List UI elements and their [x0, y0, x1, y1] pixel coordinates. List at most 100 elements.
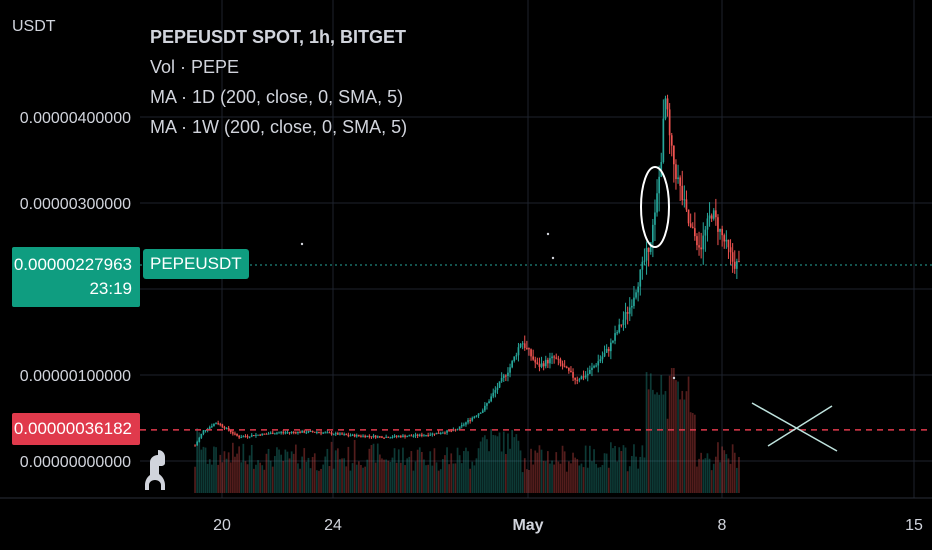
volume-bar — [721, 446, 723, 493]
volume-bar — [416, 449, 419, 493]
volume-bar — [456, 447, 459, 493]
volume-bar — [227, 452, 230, 493]
candle-body — [675, 164, 677, 180]
legend-ma-1d[interactable]: MA · 1D (200, close, 0, SMA, 5) — [150, 87, 404, 107]
candle-body — [641, 261, 644, 270]
candle-body — [253, 435, 255, 437]
volume-bar — [330, 441, 333, 493]
volume-bar — [423, 459, 425, 493]
candle-body — [647, 247, 650, 252]
volume-bar — [414, 461, 417, 493]
candle-body — [381, 436, 383, 438]
candle-body — [282, 432, 285, 434]
candle-body — [244, 436, 247, 438]
candle-body — [469, 420, 471, 422]
volume-bar — [400, 462, 402, 493]
scatter-dots — [300, 232, 676, 380]
volume-bar — [710, 470, 713, 493]
candle-body — [418, 434, 421, 436]
candle-body — [628, 307, 631, 314]
candle-body — [301, 431, 303, 433]
volume-bar — [229, 462, 232, 493]
candle-body — [221, 424, 224, 427]
candle-body — [698, 245, 700, 248]
candle-body — [733, 261, 736, 269]
candle-body — [521, 343, 524, 345]
candle-body — [286, 432, 289, 434]
volume-bar — [240, 462, 243, 493]
volume-bar — [488, 451, 490, 493]
candle-body — [723, 235, 726, 242]
legend-ma-1w[interactable]: MA · 1W (200, close, 0, SMA, 5) — [150, 117, 408, 137]
candle-body — [389, 437, 392, 439]
volume-bar — [421, 451, 423, 493]
candle-body — [561, 363, 564, 367]
y-tick-label: 0.00000000000 — [20, 454, 131, 471]
candle-body — [295, 432, 297, 434]
legend-volume[interactable]: Vol · PEPE — [150, 57, 240, 77]
candle-body — [351, 434, 354, 436]
volume-bar — [406, 458, 408, 493]
candle-body — [633, 297, 635, 306]
candle-body — [236, 433, 238, 436]
volume-bar — [597, 467, 600, 493]
candle-body — [414, 434, 417, 436]
candle-body — [246, 436, 249, 438]
volume-bar — [274, 456, 276, 493]
y-tick-label: 0.00000100000 — [20, 368, 131, 385]
candle-body — [511, 361, 513, 368]
x-tick-label: 8 — [718, 517, 727, 534]
candle-body — [681, 185, 684, 201]
candle-body — [622, 319, 625, 325]
volume-bar — [513, 437, 516, 493]
volume-bar — [559, 463, 562, 493]
volume-bar — [324, 456, 327, 493]
volume-bar — [194, 466, 196, 493]
candle-body — [689, 223, 692, 227]
volume-bar — [248, 455, 251, 493]
grid — [0, 0, 932, 499]
volume-bar — [532, 464, 534, 493]
cross-line-2[interactable] — [767, 405, 833, 447]
legend-title[interactable]: PEPEUSDT SPOT, 1h, BITGET — [150, 27, 407, 47]
volume-bar — [316, 470, 318, 493]
volume-bar — [496, 436, 499, 493]
candle-body — [599, 359, 602, 362]
candle-body — [685, 199, 688, 210]
candle-body — [696, 236, 698, 246]
cross-line-1[interactable] — [751, 402, 838, 452]
candle-body — [715, 210, 717, 218]
candle-body — [194, 445, 196, 447]
candle-body — [544, 359, 547, 367]
volume-bar — [595, 463, 597, 493]
candle-body — [523, 343, 526, 348]
candle-body — [341, 433, 343, 435]
volume-bar — [379, 454, 381, 493]
volume-bar — [471, 461, 474, 493]
candle-body — [261, 433, 264, 436]
candle-body — [343, 434, 345, 436]
volume-bar — [576, 459, 579, 493]
legend: PEPEUSDT SPOT, 1h, BITGET Vol · PEPE MA … — [150, 22, 407, 142]
volume-bar — [410, 451, 413, 493]
candle-body — [347, 434, 350, 436]
candle-body — [410, 435, 413, 437]
candle-body — [320, 432, 322, 434]
volume-bar — [332, 468, 335, 493]
volume-bar — [355, 464, 358, 493]
y-tick-label: 0.00000300000 — [20, 196, 131, 213]
volume-bar — [311, 456, 314, 493]
candle-body — [211, 426, 213, 428]
candle-body — [488, 401, 490, 404]
volume-bar — [553, 464, 555, 493]
candle-body — [666, 98, 669, 110]
candle-body — [271, 432, 274, 434]
drawing-ellipse[interactable] — [640, 166, 670, 248]
candle-body — [370, 436, 373, 438]
volume-bar — [723, 450, 726, 493]
volume-bar — [242, 443, 245, 493]
candle-body — [502, 375, 505, 378]
candle-body — [242, 436, 245, 438]
candle-body — [551, 356, 553, 359]
